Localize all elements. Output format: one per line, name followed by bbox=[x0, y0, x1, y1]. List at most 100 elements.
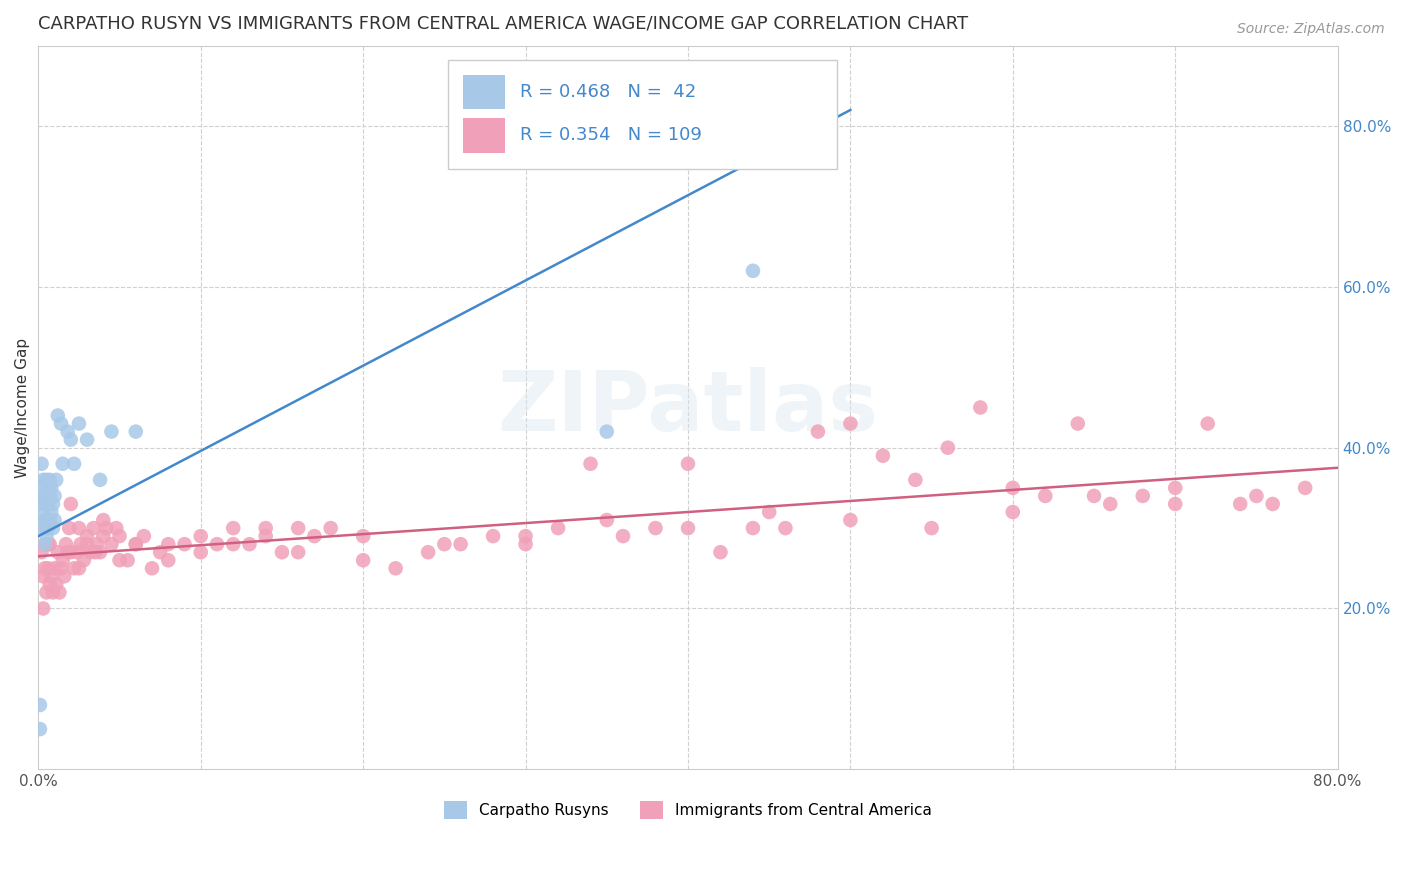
Point bbox=[52, 553, 75, 567]
Point bbox=[304, 529, 326, 543]
Bar bbox=[463, 118, 505, 153]
Point bbox=[1083, 489, 1105, 503]
Point bbox=[921, 521, 943, 535]
Point bbox=[149, 545, 172, 559]
Point bbox=[42, 497, 65, 511]
Point bbox=[596, 513, 619, 527]
Point bbox=[34, 537, 56, 551]
Point bbox=[271, 545, 294, 559]
Point bbox=[352, 553, 374, 567]
Point bbox=[59, 545, 82, 559]
Point bbox=[1001, 505, 1024, 519]
Point bbox=[34, 489, 56, 503]
Point bbox=[32, 489, 55, 503]
FancyBboxPatch shape bbox=[447, 60, 838, 169]
Point bbox=[515, 529, 537, 543]
Point bbox=[108, 553, 131, 567]
Point bbox=[34, 513, 56, 527]
Point bbox=[37, 497, 59, 511]
Point bbox=[125, 425, 148, 439]
Point bbox=[49, 561, 72, 575]
Point bbox=[38, 473, 60, 487]
Point bbox=[59, 433, 82, 447]
Point bbox=[35, 529, 58, 543]
Point bbox=[433, 537, 456, 551]
Point bbox=[35, 473, 58, 487]
Point bbox=[936, 441, 959, 455]
Point bbox=[83, 521, 105, 535]
Text: CARPATHO RUSYN VS IMMIGRANTS FROM CENTRAL AMERICA WAGE/INCOME GAP CORRELATION CH: CARPATHO RUSYN VS IMMIGRANTS FROM CENTRA… bbox=[38, 15, 969, 33]
Point bbox=[67, 417, 90, 431]
Point bbox=[31, 545, 53, 559]
Point bbox=[37, 481, 59, 495]
Point bbox=[67, 561, 90, 575]
Point bbox=[31, 457, 53, 471]
Point bbox=[41, 569, 63, 583]
Point bbox=[41, 505, 63, 519]
Point bbox=[37, 537, 59, 551]
Point bbox=[190, 545, 212, 559]
Point bbox=[132, 529, 155, 543]
Point bbox=[125, 537, 148, 551]
Point bbox=[222, 537, 245, 551]
Point bbox=[34, 561, 56, 575]
Y-axis label: Wage/Income Gap: Wage/Income Gap bbox=[15, 337, 30, 477]
Point bbox=[91, 513, 114, 527]
Point bbox=[96, 521, 118, 535]
Point bbox=[35, 585, 58, 599]
Point bbox=[38, 577, 60, 591]
Point bbox=[1132, 489, 1154, 503]
Point bbox=[67, 521, 90, 535]
Point bbox=[44, 561, 66, 575]
Point bbox=[84, 545, 107, 559]
Point bbox=[37, 521, 59, 535]
Point bbox=[141, 561, 163, 575]
Point bbox=[758, 505, 780, 519]
Point bbox=[79, 545, 101, 559]
Point bbox=[86, 537, 108, 551]
Text: R = 0.354   N = 109: R = 0.354 N = 109 bbox=[520, 127, 702, 145]
Point bbox=[287, 521, 309, 535]
Point bbox=[31, 481, 53, 495]
Point bbox=[1229, 497, 1251, 511]
Point bbox=[190, 529, 212, 543]
Point bbox=[352, 529, 374, 543]
Point bbox=[58, 521, 80, 535]
Point bbox=[42, 521, 65, 535]
Point bbox=[31, 497, 53, 511]
Point bbox=[35, 521, 58, 535]
Point bbox=[76, 433, 98, 447]
Point bbox=[596, 425, 619, 439]
Point bbox=[1197, 417, 1219, 431]
Point bbox=[105, 521, 128, 535]
Point bbox=[547, 521, 569, 535]
Point bbox=[32, 569, 55, 583]
Point bbox=[1033, 489, 1056, 503]
Point bbox=[76, 529, 98, 543]
Point bbox=[100, 425, 122, 439]
Point bbox=[59, 497, 82, 511]
Point bbox=[89, 545, 111, 559]
Point bbox=[872, 449, 894, 463]
Point bbox=[100, 537, 122, 551]
Point bbox=[612, 529, 634, 543]
Point bbox=[1164, 497, 1187, 511]
Bar bbox=[463, 75, 505, 110]
Point bbox=[676, 457, 699, 471]
Point bbox=[173, 537, 195, 551]
Text: Source: ZipAtlas.com: Source: ZipAtlas.com bbox=[1237, 22, 1385, 37]
Text: ZIPatlas: ZIPatlas bbox=[498, 367, 879, 448]
Point bbox=[44, 513, 66, 527]
Point bbox=[222, 521, 245, 535]
Point bbox=[254, 529, 277, 543]
Point bbox=[482, 529, 505, 543]
Point bbox=[28, 698, 51, 712]
Point bbox=[42, 585, 65, 599]
Point bbox=[1164, 481, 1187, 495]
Text: R = 0.468   N =  42: R = 0.468 N = 42 bbox=[520, 83, 696, 101]
Point bbox=[416, 545, 439, 559]
Point bbox=[1261, 497, 1284, 511]
Point bbox=[48, 585, 70, 599]
Point bbox=[69, 537, 91, 551]
Point bbox=[969, 401, 991, 415]
